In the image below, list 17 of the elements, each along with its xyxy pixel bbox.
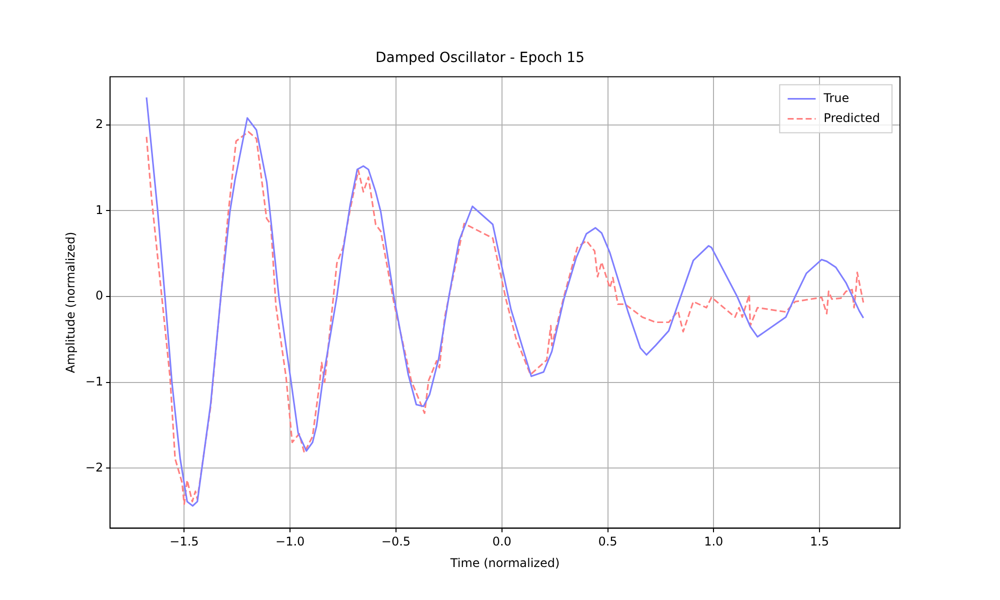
y-tick-label: −2 bbox=[85, 460, 104, 474]
x-tick-label: 0.5 bbox=[598, 534, 618, 549]
x-tick-label: 0.0 bbox=[492, 534, 512, 549]
y-tick-label: −1 bbox=[85, 374, 104, 388]
legend-label: True bbox=[822, 90, 850, 105]
x-axis-title: Time (normalized) bbox=[449, 556, 560, 570]
y-tick-label: 1 bbox=[95, 202, 104, 217]
legend-label: Predicted bbox=[824, 110, 880, 125]
x-tick-label: −1.0 bbox=[276, 534, 305, 549]
y-tick-label: 2 bbox=[95, 116, 104, 131]
x-tick-label: 1.0 bbox=[704, 534, 724, 549]
y-tick-label: 0 bbox=[95, 288, 104, 303]
y-axis-title: Amplitude (normalized) bbox=[63, 232, 78, 374]
x-tick-label: −1.5 bbox=[170, 534, 199, 549]
x-tick-label: 1.5 bbox=[810, 534, 830, 549]
chart-title: Damped Oscillator - Epoch 15 bbox=[376, 50, 584, 66]
x-tick-label: −0.5 bbox=[381, 534, 411, 549]
